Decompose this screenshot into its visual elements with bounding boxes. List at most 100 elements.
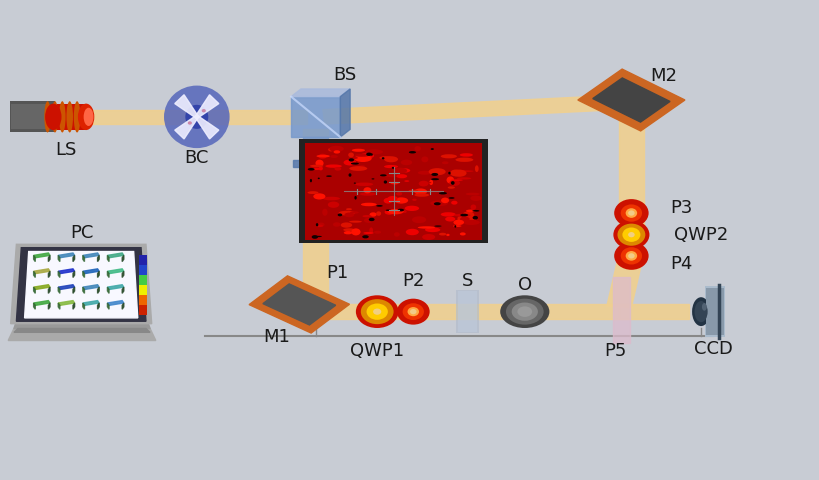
Ellipse shape	[354, 196, 356, 200]
Polygon shape	[83, 288, 84, 294]
Ellipse shape	[459, 217, 469, 223]
Polygon shape	[107, 301, 124, 306]
Polygon shape	[48, 288, 50, 294]
Ellipse shape	[326, 176, 332, 178]
Text: P3: P3	[669, 198, 691, 216]
Polygon shape	[196, 117, 219, 140]
Ellipse shape	[617, 224, 645, 246]
Ellipse shape	[454, 226, 455, 228]
Ellipse shape	[419, 181, 428, 187]
Ellipse shape	[384, 174, 401, 178]
Ellipse shape	[627, 253, 634, 259]
Ellipse shape	[408, 190, 418, 192]
Ellipse shape	[402, 304, 423, 321]
Polygon shape	[58, 269, 75, 274]
Ellipse shape	[455, 171, 473, 173]
Polygon shape	[107, 253, 124, 258]
Ellipse shape	[433, 203, 440, 206]
Ellipse shape	[620, 205, 641, 222]
Ellipse shape	[455, 158, 473, 163]
Bar	[138, 276, 147, 285]
Ellipse shape	[457, 217, 462, 222]
Polygon shape	[97, 303, 99, 310]
Ellipse shape	[625, 252, 636, 261]
Ellipse shape	[382, 158, 384, 160]
Ellipse shape	[414, 194, 428, 197]
Ellipse shape	[353, 183, 355, 184]
Polygon shape	[299, 305, 618, 319]
Ellipse shape	[390, 183, 398, 185]
Ellipse shape	[188, 122, 192, 125]
Ellipse shape	[360, 193, 375, 196]
Ellipse shape	[405, 229, 419, 236]
Ellipse shape	[474, 166, 478, 173]
Ellipse shape	[364, 150, 382, 155]
Polygon shape	[107, 285, 124, 290]
Ellipse shape	[450, 180, 462, 181]
Ellipse shape	[472, 211, 479, 212]
Polygon shape	[58, 303, 60, 310]
Ellipse shape	[307, 168, 314, 171]
Polygon shape	[107, 269, 124, 274]
Polygon shape	[107, 303, 109, 310]
Polygon shape	[16, 248, 146, 322]
Ellipse shape	[337, 214, 342, 217]
Polygon shape	[303, 130, 328, 307]
Text: P1: P1	[326, 264, 349, 282]
Ellipse shape	[359, 166, 364, 169]
Ellipse shape	[66, 102, 73, 133]
Polygon shape	[14, 329, 150, 333]
Ellipse shape	[412, 199, 416, 202]
Ellipse shape	[334, 168, 341, 171]
Ellipse shape	[394, 198, 408, 204]
Ellipse shape	[448, 172, 450, 175]
Bar	[138, 306, 147, 315]
Polygon shape	[606, 253, 643, 308]
Ellipse shape	[391, 168, 394, 169]
Polygon shape	[48, 256, 50, 262]
Ellipse shape	[316, 156, 329, 158]
Polygon shape	[122, 256, 124, 262]
Polygon shape	[122, 288, 124, 294]
Polygon shape	[613, 278, 629, 343]
Ellipse shape	[366, 304, 387, 320]
Text: CCD: CCD	[693, 339, 732, 357]
Ellipse shape	[325, 165, 342, 168]
Ellipse shape	[317, 223, 324, 227]
Ellipse shape	[343, 231, 352, 235]
Ellipse shape	[387, 196, 397, 202]
Ellipse shape	[424, 228, 440, 233]
Text: LS: LS	[55, 141, 76, 159]
Polygon shape	[8, 329, 156, 341]
Ellipse shape	[310, 165, 323, 168]
Polygon shape	[83, 256, 84, 262]
Ellipse shape	[360, 154, 373, 159]
Ellipse shape	[511, 303, 537, 321]
Ellipse shape	[351, 149, 364, 153]
Polygon shape	[58, 301, 75, 306]
Ellipse shape	[383, 166, 397, 169]
Ellipse shape	[369, 213, 376, 217]
Text: O: O	[517, 275, 532, 293]
Polygon shape	[82, 110, 307, 125]
Polygon shape	[34, 269, 50, 274]
Ellipse shape	[470, 205, 476, 210]
Ellipse shape	[450, 182, 454, 185]
Ellipse shape	[472, 216, 477, 220]
Ellipse shape	[438, 192, 446, 195]
Ellipse shape	[393, 168, 407, 174]
Ellipse shape	[360, 300, 393, 324]
Ellipse shape	[434, 226, 441, 227]
Ellipse shape	[421, 157, 428, 163]
Polygon shape	[73, 288, 75, 294]
Ellipse shape	[448, 198, 454, 199]
Ellipse shape	[329, 146, 343, 153]
Polygon shape	[291, 90, 350, 97]
Bar	[138, 286, 147, 295]
Polygon shape	[48, 272, 50, 278]
Ellipse shape	[362, 236, 369, 239]
Ellipse shape	[383, 198, 392, 204]
Polygon shape	[340, 90, 350, 138]
Ellipse shape	[348, 157, 357, 160]
Polygon shape	[83, 253, 99, 258]
